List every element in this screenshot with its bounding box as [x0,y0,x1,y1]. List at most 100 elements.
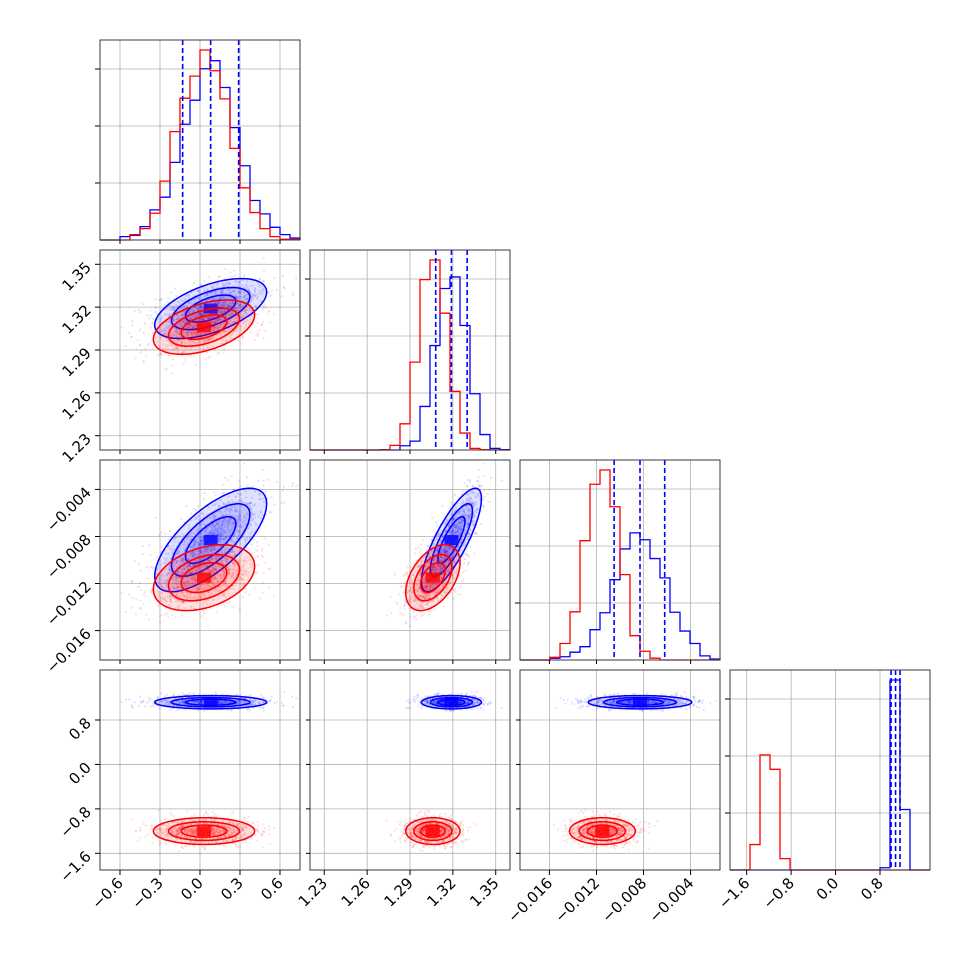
scatter-point-blue [235,280,238,283]
scatter-point-blue [175,576,178,579]
scatter-point-blue [120,591,123,595]
scatter-point-red [183,319,186,322]
scatter-point-red [246,546,249,549]
scatter-point-red [224,340,227,343]
scatter-point-blue [221,522,224,526]
scatter-point-blue [281,275,284,278]
scatter-point-blue [478,484,481,487]
scatter-point-blue [141,544,144,547]
scatter-point-blue [267,478,270,481]
scatter-point-blue [252,298,255,301]
scatter-point-blue [238,281,241,284]
scatter-point-blue [187,334,190,337]
scatter-point-red [220,304,223,307]
scatter-point-red [238,324,241,327]
scatter-point-red [222,308,225,311]
scatter-point-red [232,320,235,323]
scatter-point-blue [225,521,228,524]
scatter-point-red [167,329,170,332]
scatter-point-red [194,363,197,367]
scatter-point-red [201,345,204,348]
scatter-point-red [240,325,243,328]
scatter-point-blue [211,316,214,319]
scatter-point-blue [215,321,218,324]
scatter-point-red [220,331,224,334]
scatter-point-blue [262,257,265,260]
histogram-red-p0 [100,49,301,241]
scatter-point-red [206,338,209,341]
scatter-point-red [231,331,234,334]
scatter-point-blue [187,331,190,334]
scatter-point-red [182,362,185,365]
scatter-point-blue [228,292,231,295]
scatter-point-red [145,354,148,357]
scatter-panel-p0-p2 [120,462,300,628]
scatter-point-blue [204,532,207,535]
scatter-point-red [236,326,239,329]
scatter-point-red [208,337,211,340]
scatter-point-blue [220,291,223,294]
scatter-point-red [196,333,199,336]
scatter-point-red [241,321,245,324]
scatter-point-red [182,351,185,354]
scatter-point-blue [164,303,167,306]
scatter-point-blue [227,305,230,308]
scatter-point-red [204,332,207,335]
scatter-point-red [256,330,259,333]
scatter-point-red [195,332,199,335]
scatter-point-red [201,332,204,335]
scatter-point-blue [180,518,183,521]
scatter-point-red [238,608,241,611]
scatter-point-blue [295,484,298,487]
scatter-point-blue [213,297,216,301]
scatter-point-red [176,329,179,332]
scatter-point-blue [236,284,240,287]
scatter-point-red [177,322,181,325]
scatter-point-red [213,328,216,331]
scatter-point-blue [175,305,178,308]
scatter-point-blue [218,275,221,279]
scatter-point-red [393,572,396,575]
scatter-point-red [180,340,183,343]
scatter-point-red [135,598,138,601]
contour-red [152,299,256,356]
scatter-point-blue [190,340,193,343]
scatter-point-blue [171,308,174,311]
scatter-point-red [214,320,217,324]
scatter-point-blue [175,318,179,321]
scatter-point-red [160,336,163,339]
scatter-point-red [256,572,259,575]
scatter-point-red [177,335,180,338]
scatter-point-red [217,324,220,327]
scatter-point-red [240,324,243,327]
scatter-point-blue [224,531,227,535]
scatter-point-red [213,326,216,329]
scatter-point-blue [245,280,248,283]
scatter-point-red [161,347,164,350]
scatter-point-blue [205,299,209,302]
contour-blue [170,286,251,331]
scatter-point-red [156,335,159,338]
scatter-point-blue [217,302,220,305]
scatter-point-red [230,297,233,300]
scatter-point-red [214,326,217,329]
density-peak-red [197,572,211,583]
scatter-point-blue [215,292,218,295]
scatter-point-red [165,337,168,341]
scatter-point-blue [185,331,188,335]
scatter-point-red [186,333,189,336]
scatter-point-blue [227,288,230,291]
scatter-point-blue [186,326,190,329]
scatter-point-red [223,301,226,304]
scatter-point-red [144,348,147,351]
scatter-point-blue [233,321,236,324]
scatter-point-red [204,332,207,335]
scatter-point-blue [193,298,196,301]
scatter-point-blue [468,479,472,482]
scatter-point-red [175,333,179,336]
scatter-point-blue [449,501,452,504]
scatter-point-red [397,593,401,596]
scatter-point-red [160,336,163,339]
scatter-point-blue [179,323,182,326]
scatter-point-blue [262,479,265,482]
